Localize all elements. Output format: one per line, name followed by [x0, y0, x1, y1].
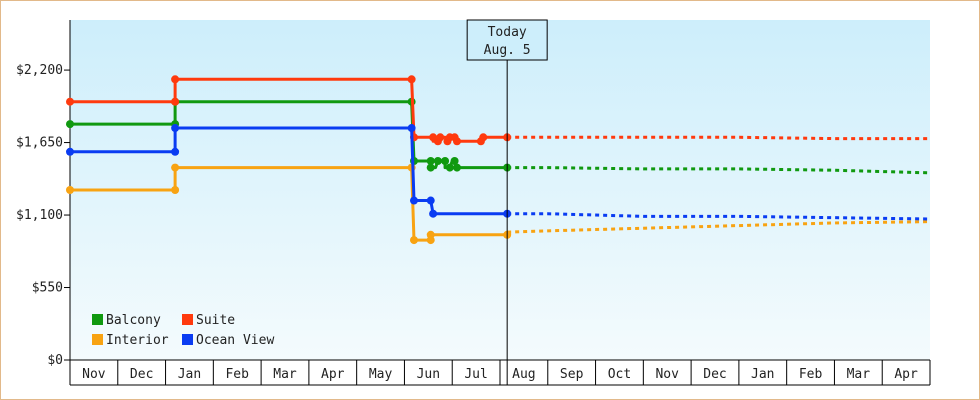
- legend-swatch: [182, 334, 193, 345]
- data-point: [441, 157, 450, 166]
- data-point: [426, 230, 435, 239]
- data-point: [429, 209, 438, 218]
- data-point: [171, 163, 180, 172]
- today-box: [466, 19, 548, 61]
- month-label: Apr: [894, 367, 918, 382]
- series-forecast-line: [507, 135, 930, 141]
- data-point: [407, 124, 416, 133]
- data-point: [66, 120, 74, 129]
- data-point: [479, 133, 488, 142]
- data-point: [171, 97, 180, 106]
- y-tick-label: $1,100: [16, 208, 63, 223]
- data-point: [171, 186, 180, 194]
- data-point: [171, 124, 180, 133]
- data-point: [410, 236, 418, 245]
- series-suite: [66, 75, 930, 146]
- y-tick-label: $0: [47, 353, 63, 368]
- month-label: Jun: [417, 367, 440, 382]
- data-point: [426, 157, 435, 166]
- month-label: Sep: [560, 367, 584, 382]
- today-date: Aug. 5: [484, 43, 531, 58]
- legend-swatch: [182, 314, 193, 325]
- data-point: [66, 147, 74, 156]
- series-forecast-line: [507, 220, 931, 234]
- series-forecast-line: [507, 166, 931, 175]
- month-label: Dec: [703, 367, 726, 382]
- data-point: [410, 196, 418, 205]
- data-point: [436, 133, 445, 142]
- today-marker: Today Aug. 5: [466, 19, 548, 385]
- plot-background: [70, 20, 930, 360]
- legend-label: Balcony: [106, 313, 161, 328]
- data-point: [66, 186, 74, 194]
- month-label: Mar: [847, 367, 871, 382]
- data-point: [433, 157, 442, 166]
- month-label: May: [369, 367, 393, 382]
- legend-swatch: [92, 334, 103, 345]
- legend-label: Ocean View: [196, 333, 274, 348]
- legend-label: Suite: [196, 313, 235, 328]
- y-tick-label: $550: [32, 281, 63, 296]
- y-tick-label: $1,650: [16, 136, 63, 151]
- y-axis-ticks: $0 $550 $1,100 $1,650 $2,200: [16, 63, 70, 368]
- month-label: Mar: [273, 367, 297, 382]
- legend: Balcony Suite Interior Ocean View: [92, 313, 274, 348]
- month-label: Dec: [130, 367, 153, 382]
- month-label: Jul: [464, 367, 487, 382]
- series-layer: [66, 75, 931, 245]
- data-point: [445, 163, 454, 172]
- month-label: Apr: [321, 367, 345, 382]
- month-label: Jan: [178, 367, 201, 382]
- month-label: Nov: [82, 367, 106, 382]
- series-ocean-view: [66, 124, 931, 221]
- data-point: [66, 97, 74, 106]
- month-label: Nov: [655, 367, 679, 382]
- legend-swatch: [92, 314, 103, 325]
- today-label: Today: [488, 25, 527, 40]
- y-tick-label: $2,200: [16, 63, 63, 78]
- data-point: [407, 75, 416, 84]
- data-point: [426, 196, 435, 205]
- month-label: Jan: [751, 367, 774, 382]
- x-axis-ticks: Nov Dec Jan Feb Mar Apr May Jun Jul Aug Sep Oct Nov D…: [69, 360, 931, 386]
- month-label: Aug: [512, 367, 535, 382]
- month-label: Feb: [799, 367, 823, 382]
- month-label: Oct: [608, 367, 631, 382]
- data-point: [171, 147, 180, 156]
- data-point: [453, 137, 461, 146]
- series-forecast-line: [507, 212, 931, 221]
- legend-label: Interior: [106, 333, 169, 348]
- data-point: [450, 157, 459, 166]
- data-point: [171, 75, 180, 84]
- month-label: Feb: [225, 367, 249, 382]
- data-point: [426, 163, 435, 172]
- data-point: [453, 163, 461, 172]
